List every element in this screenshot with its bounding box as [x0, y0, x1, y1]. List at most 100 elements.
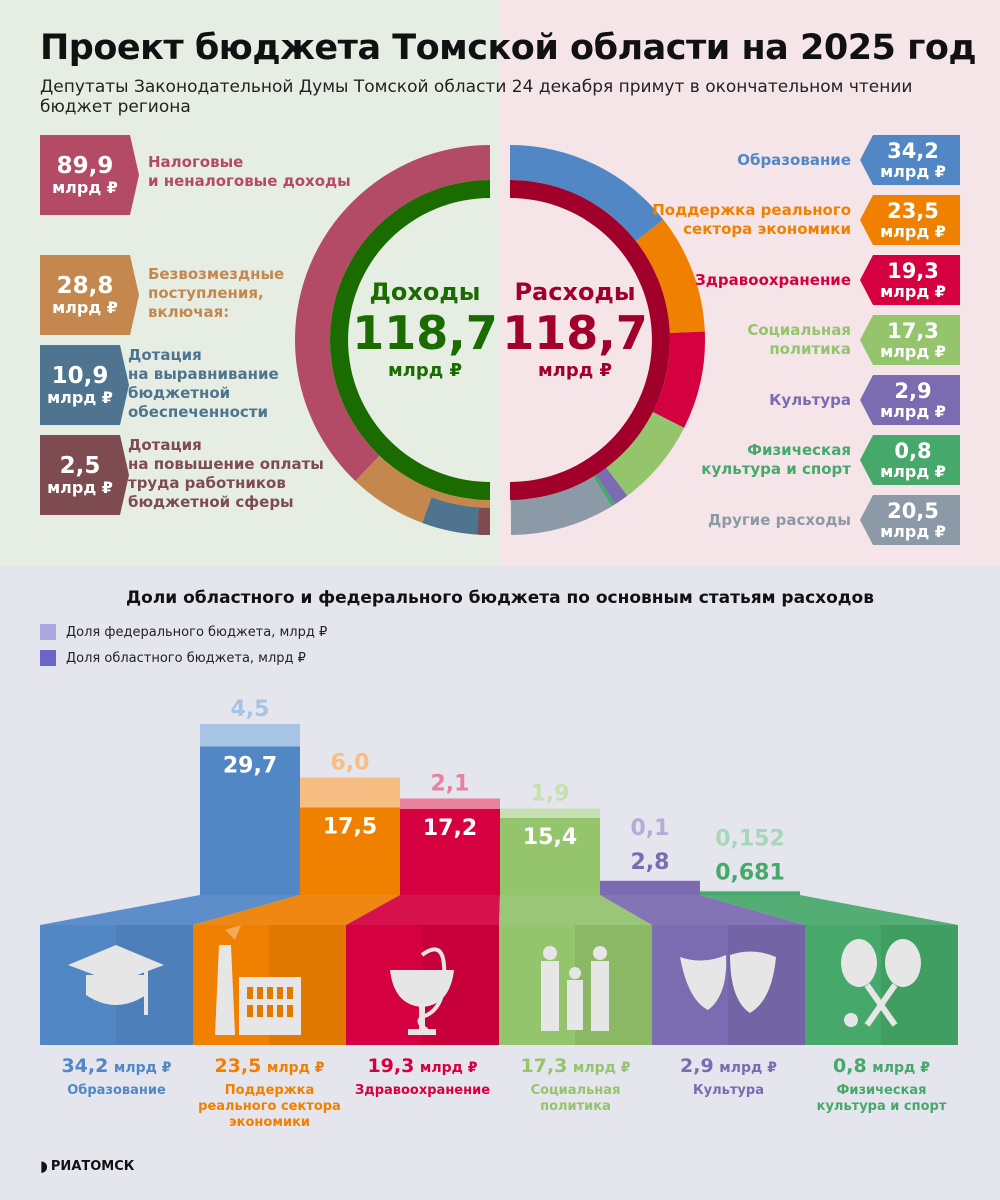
expense-value: 20,5	[887, 498, 939, 523]
expense-arc-1	[635, 219, 705, 334]
category-total-value: 17,3	[520, 1055, 568, 1077]
bar-label-regional: 0,681	[715, 861, 785, 886]
expense-value: 17,3	[887, 318, 939, 343]
expense-label: Физическая культура и спорт	[701, 441, 851, 478]
income-unit: млрд ₽	[387, 360, 463, 381]
income-value: 28,8	[56, 273, 114, 299]
income-total-value: 118,7	[352, 306, 498, 360]
expense-badge: 19,3 млрд ₽	[866, 255, 960, 305]
category-total-unit: млрд ₽	[419, 1060, 478, 1076]
bar-regional	[300, 807, 400, 895]
expense-badge-shape	[860, 255, 960, 305]
category-total: 2,9 млрд ₽ Культура	[652, 1055, 805, 1099]
bar-label-regional: 29,7	[223, 754, 277, 779]
category-total-unit: млрд ₽	[266, 1060, 325, 1076]
logo-mark-icon: ◗	[40, 1157, 48, 1175]
expense-unit: млрд ₽	[880, 281, 946, 301]
category-total-value: 19,3	[367, 1055, 415, 1077]
bar-connector	[193, 895, 400, 925]
category-total-value: 34,2	[61, 1055, 109, 1077]
category-total: 34,2 млрд ₽ Образование	[40, 1055, 193, 1099]
expense-arc-4	[596, 467, 628, 505]
expense-unit: млрд ₽	[537, 360, 613, 381]
income-badge-shape	[40, 435, 129, 515]
expense-badge-shape	[860, 135, 960, 185]
income-badge-shape	[40, 255, 139, 335]
income-label: Безвозмездные поступления, включая:	[148, 265, 285, 321]
legend-swatch-regional	[40, 650, 56, 666]
category-label: Культура	[693, 1083, 764, 1098]
category-total-value: 23,5	[214, 1055, 262, 1077]
expense-value: 2,9	[894, 378, 932, 403]
expense-badge: 0,8 млрд ₽	[866, 435, 960, 485]
factory-icon	[215, 925, 301, 1035]
income-arc-tax	[295, 145, 490, 482]
category-total-unit: млрд ₽	[572, 1060, 631, 1076]
expense-unit: млрд ₽	[880, 341, 946, 361]
income-label: Дотация на выравнивание бюджетной обеспе…	[128, 346, 279, 421]
bar-label-federal: 1,9	[531, 782, 570, 807]
bar-federal	[400, 798, 500, 809]
income-total: Доходы 118,7 млрд ₽	[350, 278, 500, 381]
income-value: 10,9	[51, 363, 109, 389]
income-badge-shape	[40, 345, 129, 425]
expense-label: Другие расходы	[707, 510, 851, 529]
bar-label-regional: 15,4	[523, 825, 577, 850]
expense-badge-shape	[860, 195, 960, 245]
expense-unit: млрд ₽	[880, 401, 946, 421]
income-arc-salary-subsidy	[477, 507, 490, 535]
panel-shade	[575, 925, 652, 1045]
category-label: Поддержка реального сектора экономики	[198, 1083, 341, 1130]
bar-regional	[200, 746, 300, 895]
expense-label: Образование	[737, 150, 851, 169]
category-total: 17,3 млрд ₽ Социальная политика	[499, 1055, 652, 1115]
legend-swatch-federal	[40, 624, 56, 640]
expense-value: 19,3	[887, 258, 939, 283]
expense-unit: млрд ₽	[880, 461, 946, 481]
category-total-value: 0,8	[833, 1055, 867, 1077]
expense-arc-2	[652, 331, 705, 428]
category-panel	[805, 925, 958, 1045]
category-label: Образование	[67, 1083, 166, 1098]
bar-label-federal: 6,0	[331, 751, 370, 776]
category-total: 19,3 млрд ₽ Здравоохранение	[346, 1055, 499, 1099]
graduation-cap-icon	[68, 945, 164, 1015]
expense-title: Расходы	[514, 278, 636, 306]
category-total: 23,5 млрд ₽ Поддержка реального сектора э…	[193, 1055, 346, 1131]
bar-label-regional: 17,2	[423, 816, 477, 841]
subtitle: Депутаты Законодательной Думы Томской об…	[40, 77, 913, 117]
bar-federal	[700, 890, 800, 893]
expense-badge: 17,3 млрд ₽	[866, 315, 960, 365]
category-total-value: 2,9	[680, 1055, 714, 1077]
category-label: Физическая культура и спорт	[816, 1083, 947, 1114]
expense-badge: 34,2 млрд ₽	[866, 135, 960, 185]
expense-value: 34,2	[887, 138, 939, 163]
income-value: 2,5	[59, 453, 101, 479]
income-badge: 2,5 млрд ₽	[40, 435, 120, 515]
expense-badge: 23,5 млрд ₽	[866, 195, 960, 245]
theatre-masks-icon	[680, 951, 776, 1013]
expense-badge-shape	[860, 315, 960, 365]
expense-label: Социальная политика	[747, 321, 851, 358]
expense-arc-5	[593, 474, 616, 507]
expense-badge: 2,9 млрд ₽	[866, 375, 960, 425]
bar-regional	[400, 809, 500, 895]
legend-label-regional: Доля областного бюджета, млрд ₽	[66, 650, 306, 666]
income-badge: 89,9 млрд ₽	[40, 135, 130, 215]
expense-arc-3	[606, 412, 685, 496]
category-label: Здравоохранение	[354, 1083, 491, 1098]
income-badge: 28,8 млрд ₽	[40, 255, 130, 335]
category-total: 0,8 млрд ₽ Физическая культура и спорт	[805, 1055, 958, 1115]
expense-total-value: 118,7	[502, 306, 648, 360]
income-inner-ring	[330, 180, 490, 500]
chart-title: Доли областного и федерального бюджета п…	[126, 588, 874, 608]
expense-arc-6	[510, 476, 612, 535]
bar-regional	[700, 891, 800, 895]
bar-label-regional: 17,5	[323, 815, 377, 840]
expense-unit: млрд ₽	[880, 161, 946, 181]
bar-connector	[600, 895, 805, 925]
family-icon	[541, 946, 609, 1031]
bar-connector	[499, 895, 652, 925]
expense-badge: 20,5 млрд ₽	[866, 495, 960, 545]
category-label: Социальная политика	[530, 1083, 621, 1114]
